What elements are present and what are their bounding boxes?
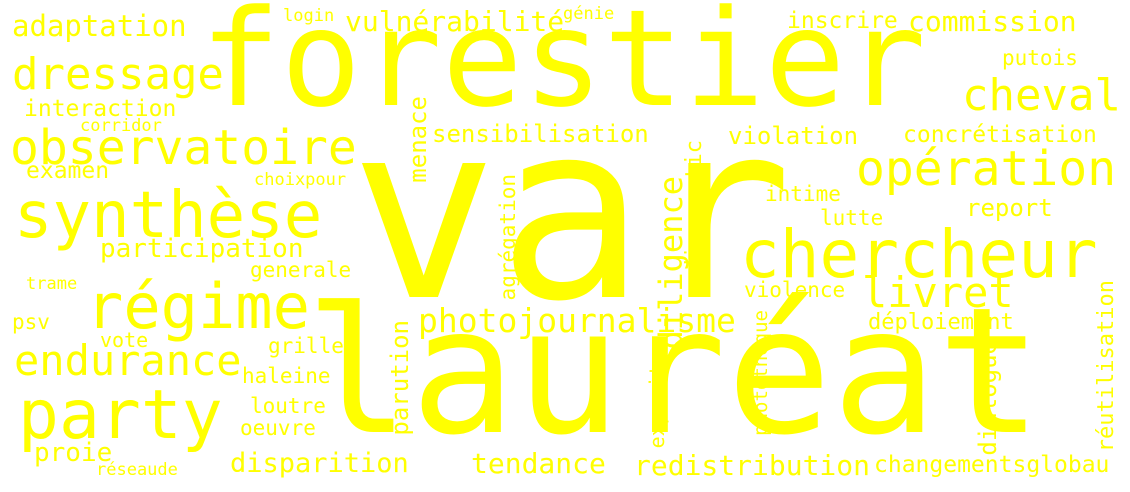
word-tendance: tendance (471, 450, 606, 478)
word-choixpour: choixpour (254, 172, 346, 189)
word-generale: generale (250, 260, 351, 281)
word-adaptation: adaptation (12, 12, 187, 41)
word-login: login (283, 8, 334, 25)
word-agregation: agrégation (498, 174, 519, 300)
word-redistribution: redistribution (634, 452, 870, 480)
word-vote: vote (100, 330, 148, 350)
word-parution: parution (388, 320, 412, 436)
word-report: report (966, 196, 1053, 220)
word-deploiement: déploiement (868, 312, 1014, 334)
word-livret: livret (862, 272, 1014, 314)
word-operation: opération (856, 145, 1116, 193)
word-grille: grille (268, 336, 344, 357)
word-vulnerabilite: vulnérabilité (345, 8, 564, 36)
word-intime: intime (765, 184, 841, 205)
word-violation: violation (728, 124, 858, 148)
word-changementsglobau: changementsglobau (874, 454, 1109, 477)
word-dressage: dressage (12, 53, 224, 97)
word-putois: putois (1002, 48, 1078, 69)
word-commission: commission (908, 8, 1077, 36)
word-disparition: disparition (230, 450, 409, 477)
word-haleine: haleine (242, 366, 331, 387)
word-corridor: corridor (80, 118, 162, 135)
word-reutilisation: réutilisation (1096, 280, 1118, 452)
word-oeuvre: oeuvre (240, 418, 316, 439)
word-loutre: loutre (250, 396, 326, 417)
word-concretisation: concrétisation (903, 124, 1097, 147)
word-examen: examen (26, 160, 109, 183)
word-sensibilisation: sensibilisation (432, 122, 649, 146)
word-genie: génie (563, 6, 614, 23)
word-reseaude: réseaude (96, 462, 178, 479)
word-phototheque: photothèque (752, 310, 771, 436)
word-menace: menace (406, 96, 430, 183)
word-trame: trame (26, 276, 77, 293)
word-violence: violence (744, 280, 845, 301)
word-diagnostic: diagnostic (684, 140, 706, 272)
word-cheval: cheval (962, 74, 1121, 118)
word-inscrire: inscrire (787, 10, 898, 33)
word-lutte: lutte (820, 208, 883, 229)
word-dialogue: dialogue (976, 340, 1000, 456)
word-exposition: expositon (647, 340, 667, 448)
word-psv: psv (12, 312, 50, 333)
